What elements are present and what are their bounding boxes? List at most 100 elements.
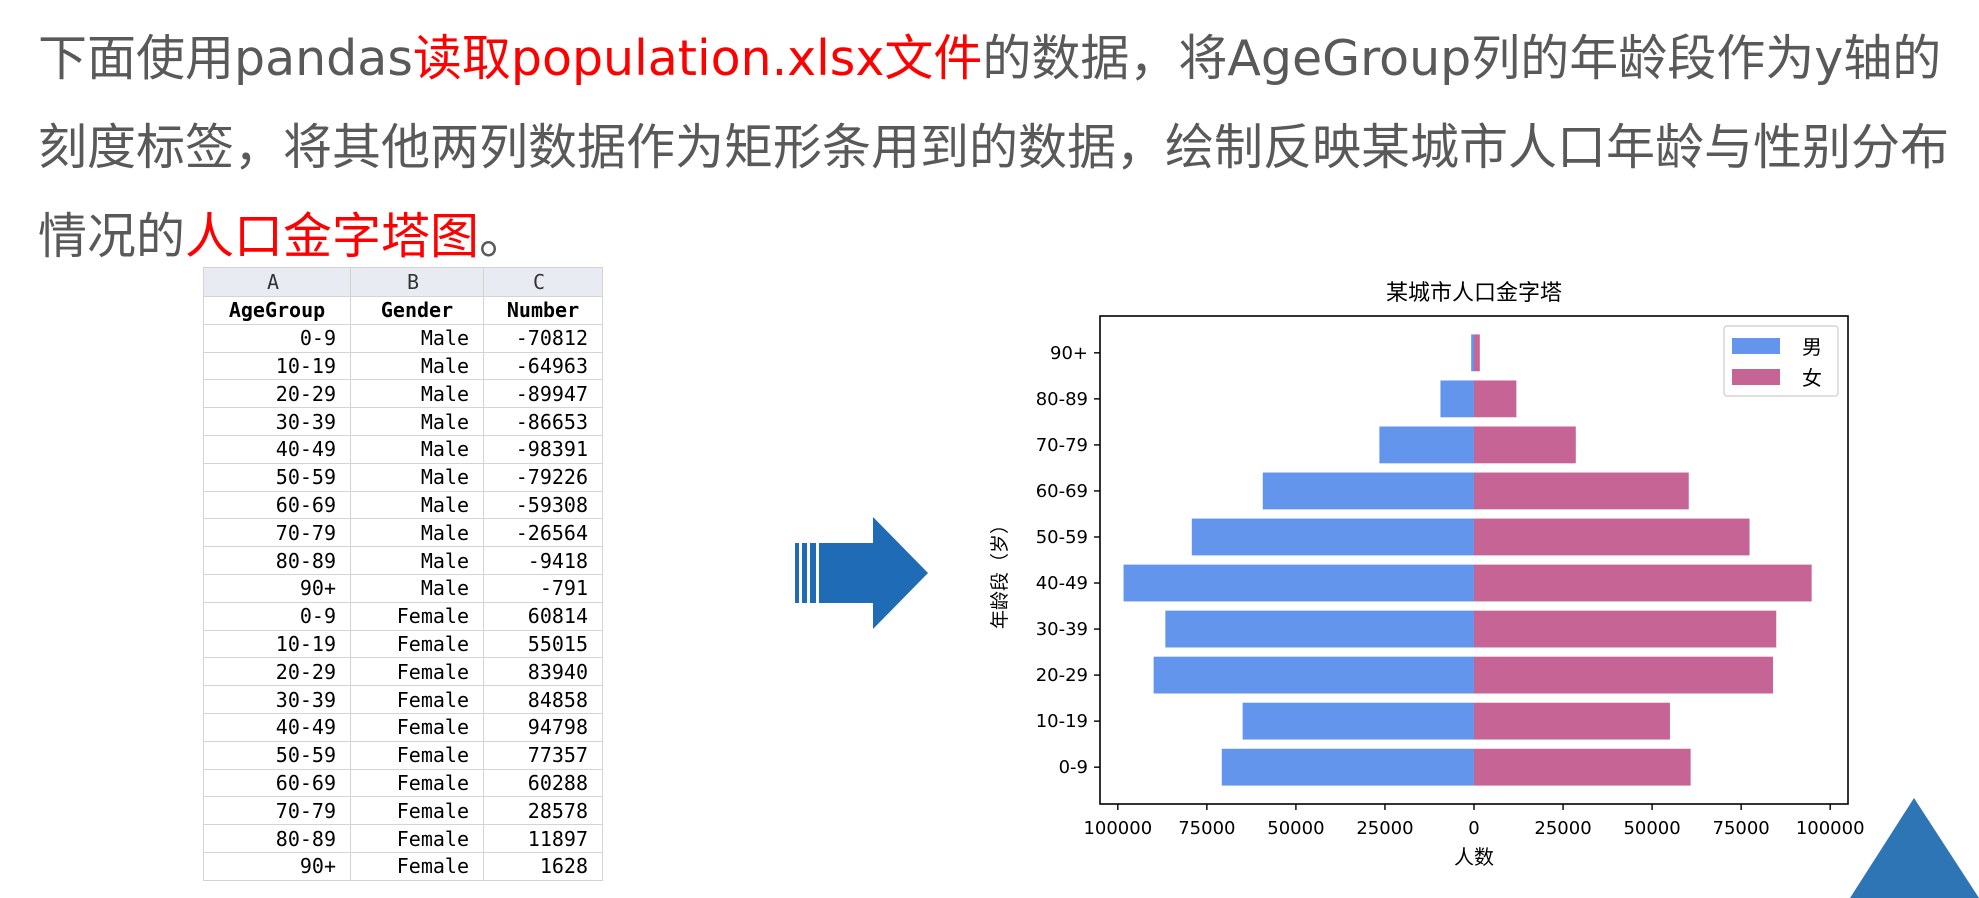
cell-gender[interactable]: Male	[350, 546, 484, 575]
cell-agegroup[interactable]: 30-39	[203, 407, 351, 436]
header-cell-number[interactable]: Number	[483, 296, 603, 325]
bar-female-50-59	[1474, 518, 1750, 556]
cell-gender[interactable]: Female	[350, 712, 484, 742]
cell-gender[interactable]: Female	[350, 629, 484, 659]
cell-agegroup[interactable]: 60-69	[203, 768, 351, 798]
cell-gender[interactable]: Male	[350, 573, 484, 603]
cell-number[interactable]: -70812	[483, 323, 603, 353]
cell-number[interactable]: -79226	[483, 462, 603, 492]
cell-agegroup[interactable]: 30-39	[203, 685, 351, 714]
legend-label-male: 男	[1802, 335, 1822, 359]
header-cell-agegroup[interactable]: AgeGroup	[203, 296, 351, 325]
y-tick-label: 80-89	[1036, 389, 1088, 410]
cell-agegroup[interactable]: 80-89	[203, 546, 351, 575]
bar-female-0-9	[1474, 748, 1691, 786]
cell-gender[interactable]: Female	[350, 740, 484, 770]
cell-gender[interactable]: Female	[350, 685, 484, 714]
legend-swatch-female	[1732, 369, 1780, 385]
cell-number[interactable]: 1628	[483, 851, 603, 881]
cell-gender[interactable]: Male	[350, 407, 484, 436]
cell-gender[interactable]: Male	[350, 379, 484, 409]
cell-agegroup[interactable]: 50-59	[203, 740, 351, 770]
cell-number[interactable]: -64963	[483, 351, 603, 381]
table-row: 40-49 Male -98391	[203, 434, 603, 464]
table-row: 80-89 Male -9418	[203, 546, 603, 575]
column-letter-b[interactable]: B	[350, 267, 484, 297]
cell-gender[interactable]: Male	[350, 323, 484, 353]
cell-agegroup[interactable]: 40-49	[203, 434, 351, 464]
cell-agegroup[interactable]: 10-19	[203, 629, 351, 659]
cell-number[interactable]: -791	[483, 573, 603, 603]
column-letter-a[interactable]: A	[203, 267, 351, 297]
cell-agegroup[interactable]: 90+	[203, 573, 351, 603]
arrow-body	[819, 517, 928, 629]
cell-agegroup[interactable]: 0-9	[203, 323, 351, 353]
table-row: 90+ Female 1628	[203, 851, 603, 881]
cell-number[interactable]: 60288	[483, 768, 603, 798]
cell-agegroup[interactable]: 10-19	[203, 351, 351, 381]
cell-number[interactable]: 28578	[483, 796, 603, 826]
legend-label-female: 女	[1802, 366, 1822, 390]
intro-highlight-2: 人口金字塔图	[185, 208, 480, 265]
cell-number[interactable]: -59308	[483, 490, 603, 520]
x-tick-label: 75000	[1713, 818, 1770, 839]
cell-gender[interactable]: Female	[350, 768, 484, 798]
bar-female-80-89	[1474, 380, 1517, 418]
cell-gender[interactable]: Male	[350, 462, 484, 492]
table-row: 40-49 Female 94798	[203, 712, 603, 742]
table-row: 60-69 Female 60288	[203, 768, 603, 798]
cell-number[interactable]: -26564	[483, 518, 603, 548]
table-row: 30-39 Male -86653	[203, 407, 603, 436]
y-tick-label: 40-49	[1036, 573, 1088, 594]
cell-agegroup[interactable]: 70-79	[203, 518, 351, 548]
triangle-shape	[1850, 798, 1979, 898]
cell-agegroup[interactable]: 20-29	[203, 657, 351, 687]
cell-gender[interactable]: Male	[350, 351, 484, 381]
cell-gender[interactable]: Female	[350, 824, 484, 853]
table-row: 10-19 Female 55015	[203, 629, 603, 659]
cell-number[interactable]: 84858	[483, 685, 603, 714]
cell-agegroup[interactable]: 90+	[203, 851, 351, 881]
cell-gender[interactable]: Male	[350, 490, 484, 520]
column-letter-c[interactable]: C	[483, 267, 603, 297]
decorative-triangle	[1850, 798, 1979, 898]
cell-number[interactable]: -98391	[483, 434, 603, 464]
cell-number[interactable]: -89947	[483, 379, 603, 409]
header-row: AgeGroup Gender Number	[203, 296, 603, 325]
cell-agegroup[interactable]: 50-59	[203, 462, 351, 492]
cell-gender[interactable]: Female	[350, 657, 484, 687]
bar-male-50-59	[1191, 518, 1474, 556]
y-tick-label: 20-29	[1036, 665, 1088, 686]
bar-male-0-9	[1221, 748, 1474, 786]
y-tick-label: 10-19	[1036, 711, 1088, 732]
header-cell-gender[interactable]: Gender	[350, 296, 484, 325]
cell-agegroup[interactable]: 80-89	[203, 824, 351, 853]
cell-agegroup[interactable]: 20-29	[203, 379, 351, 409]
cell-agegroup[interactable]: 60-69	[203, 490, 351, 520]
cell-number[interactable]: -86653	[483, 407, 603, 436]
cell-gender[interactable]: Male	[350, 518, 484, 548]
cell-number[interactable]: 55015	[483, 629, 603, 659]
cell-number[interactable]: 94798	[483, 712, 603, 742]
cell-gender[interactable]: Female	[350, 851, 484, 881]
cell-number[interactable]: 77357	[483, 740, 603, 770]
cell-gender[interactable]: Female	[350, 601, 484, 631]
table-row: 10-19 Male -64963	[203, 351, 603, 381]
cell-number[interactable]: 83940	[483, 657, 603, 687]
cell-gender[interactable]: Female	[350, 796, 484, 826]
cell-agegroup[interactable]: 70-79	[203, 796, 351, 826]
cell-agegroup[interactable]: 0-9	[203, 601, 351, 631]
cell-number[interactable]: 60814	[483, 601, 603, 631]
cell-number[interactable]: -9418	[483, 546, 603, 575]
y-ticks-layer: 0-9 10-19 20-29 30-39 40-49 50-59 60-69 70-79 80…	[1036, 343, 1100, 778]
table-row: 50-59 Male -79226	[203, 462, 603, 492]
cell-agegroup[interactable]: 40-49	[203, 712, 351, 742]
y-tick-label: 90+	[1050, 343, 1088, 364]
cell-gender[interactable]: Male	[350, 434, 484, 464]
table-row: 90+ Male -791	[203, 573, 603, 603]
y-tick-label: 70-79	[1036, 435, 1088, 456]
bar-male-70-79	[1379, 426, 1474, 464]
x-tick-label: 50000	[1623, 818, 1680, 839]
intro-text-3: 。	[479, 208, 529, 265]
cell-number[interactable]: 11897	[483, 824, 603, 853]
